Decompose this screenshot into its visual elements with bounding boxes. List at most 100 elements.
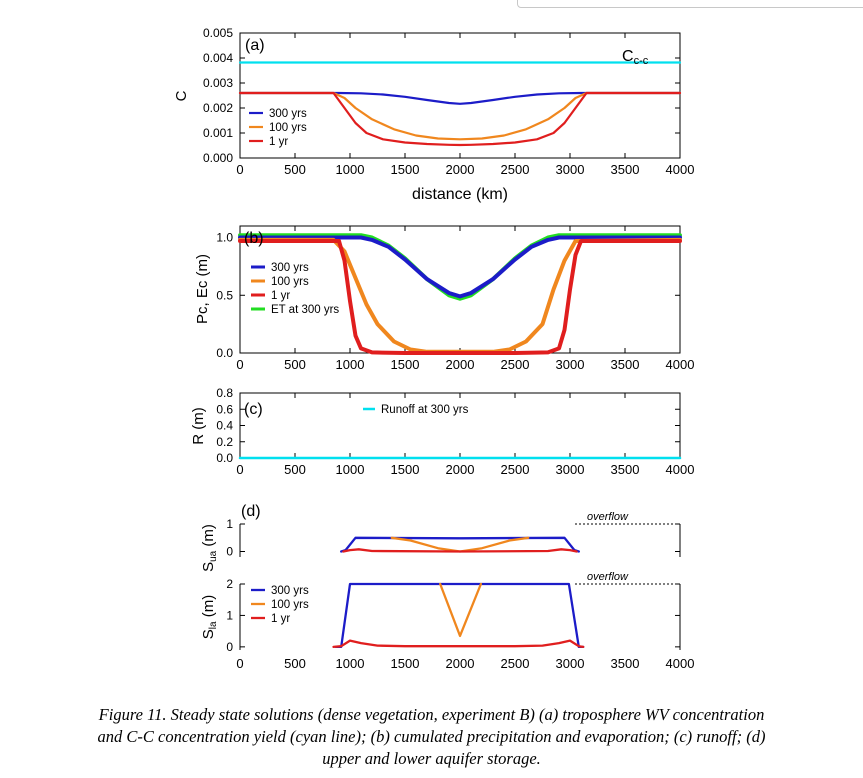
x-tick-label: 500 [284, 462, 306, 477]
x-tick-label: 2500 [501, 357, 530, 372]
caption-line-3: upper and lower aquifer storage. [322, 749, 541, 768]
x-tick-label: 3000 [556, 462, 585, 477]
legend-label: Runoff at 300 yrs [381, 404, 469, 416]
x-tick-label: 1000 [336, 656, 365, 671]
figure-caption: Figure 11. Steady state solutions (dense… [0, 704, 863, 770]
x-tick-label: 3500 [611, 462, 640, 477]
x-tick-label: 1500 [391, 462, 420, 477]
y-label-sub: ua [208, 550, 219, 562]
x-tick-label: 0 [236, 162, 243, 177]
series-line-1-yr [342, 548, 578, 553]
x-tick-label: 1500 [391, 357, 420, 372]
series-line-300-yrs [334, 582, 585, 649]
x-tick-label: 500 [284, 162, 306, 177]
cc-annotation-main: C [622, 48, 634, 65]
panel-label: (b) [244, 230, 264, 247]
series-line-1-yr [238, 239, 682, 355]
y-axis-label: Sua (m) [200, 524, 219, 572]
panel-label: (c) [244, 401, 263, 418]
x-tick-label: 2000 [446, 357, 475, 372]
y-axis-label: R (m) [190, 407, 207, 445]
y-tick-label: 0.5 [216, 288, 233, 302]
y-tick-label: 0.0 [216, 346, 233, 360]
series-line-300-yrs [238, 235, 682, 299]
x-tick-label: 2500 [501, 656, 530, 671]
y-axis-label: C [173, 90, 190, 101]
x-tick-label: 0 [236, 357, 243, 372]
legend-label: 1 yr [271, 290, 290, 302]
caption-line-2: and C-C concentration yield (cyan line);… [97, 727, 766, 746]
legend-label: 100 yrs [271, 599, 309, 611]
y-tick-label: 2 [226, 577, 233, 591]
series-line-100-yrs [238, 91, 682, 141]
plot-frame-b [239, 225, 681, 354]
x-tick-label: 4000 [666, 162, 695, 177]
plot-frame-c [239, 392, 681, 459]
x-tick-label: 3500 [611, 162, 640, 177]
x-tick-label: 1000 [336, 462, 365, 477]
cc-annotation: Cc-c [622, 48, 649, 67]
x-tick-label: 4000 [666, 462, 695, 477]
x-tick-label: 1500 [391, 162, 420, 177]
series-line-300-yrs [238, 91, 682, 105]
x-tick-label: 1000 [336, 357, 365, 372]
series-line-100-yrs [439, 582, 483, 638]
overflow-label: overflow [587, 511, 629, 523]
x-tick-label: 0 [236, 462, 243, 477]
x-tick-label: 2000 [446, 462, 475, 477]
x-tick-label: 1500 [391, 656, 420, 671]
y-axis-label: Pc, Ec (m) [194, 254, 211, 324]
series-line-300-yrs [340, 536, 580, 553]
overflow-label: overflow [587, 571, 629, 583]
y-label-unit: (m) [200, 595, 217, 622]
x-tick-label: 2000 [446, 656, 475, 671]
legend-label: 300 yrs [271, 262, 309, 274]
y-tick-label: 0.8 [216, 386, 233, 400]
y-tick-label: 0.003 [203, 76, 233, 90]
y-tick-label: 0.0 [216, 451, 233, 465]
x-tick-label: 2500 [501, 162, 530, 177]
x-tick-label: 4000 [666, 357, 695, 372]
x-tick-label: 0 [236, 656, 243, 671]
panel-d-lower: 0 1 2 0 500 1000 1500 2000 2500 3000 3500 4000 overf… [200, 571, 694, 671]
x-axis-label: distance (km) [412, 186, 508, 203]
series-line-1-yr [238, 91, 682, 147]
panel-b: 0.0 0.5 1.0 0 500 1000 1500 2000 2500 3000 3500 400… [194, 225, 695, 372]
x-tick-label: 1000 [336, 162, 365, 177]
x-tick-label: 500 [284, 656, 306, 671]
y-tick-label: 0.6 [216, 402, 233, 416]
series-line-1-yr [332, 639, 585, 649]
panel-label: (a) [245, 37, 265, 54]
y-tick-label: 0 [226, 640, 233, 654]
panel-a: 0.000 0.001 0.002 0.003 0.004 0.005 0 500 1000 15… [173, 26, 694, 203]
x-tick-label: 3500 [611, 357, 640, 372]
legend-label: 100 yrs [269, 122, 307, 134]
panel-label: (d) [241, 503, 261, 520]
cc-annotation-sub: c-c [634, 55, 649, 67]
legend-label: 1 yr [269, 136, 288, 148]
y-label-main: S [200, 562, 217, 572]
window-frame-edge [517, 0, 863, 8]
x-tick-label: 2500 [501, 462, 530, 477]
x-tick-label: 3000 [556, 656, 585, 671]
y-tick-label: 0.2 [216, 435, 233, 449]
y-tick-label: 0.001 [203, 126, 233, 140]
series-line-100-yrs [390, 536, 530, 553]
caption-line-1: Figure 11. Steady state solutions (dense… [98, 705, 765, 724]
x-tick-label: 500 [284, 357, 306, 372]
y-tick-label: 0.004 [203, 51, 233, 65]
y-tick-label: 1 [226, 608, 233, 622]
y-tick-label: 1 [226, 517, 233, 531]
x-tick-label: 4000 [666, 656, 695, 671]
y-tick-label: 0 [226, 545, 233, 559]
x-tick-label: 3000 [556, 357, 585, 372]
y-tick-label: 0.002 [203, 101, 233, 115]
legend-label: ET at 300 yrs [271, 304, 339, 316]
legend-label: 100 yrs [271, 276, 309, 288]
y-label-main: S [200, 629, 217, 639]
y-tick-label: 0.000 [203, 151, 233, 165]
y-tick-label: 0.4 [216, 419, 233, 433]
y-label-unit: (m) [200, 524, 217, 551]
panel-c: 0.0 0.2 0.4 0.6 0.8 0 500 1000 1500 2000 2500 3000 3… [190, 386, 694, 477]
